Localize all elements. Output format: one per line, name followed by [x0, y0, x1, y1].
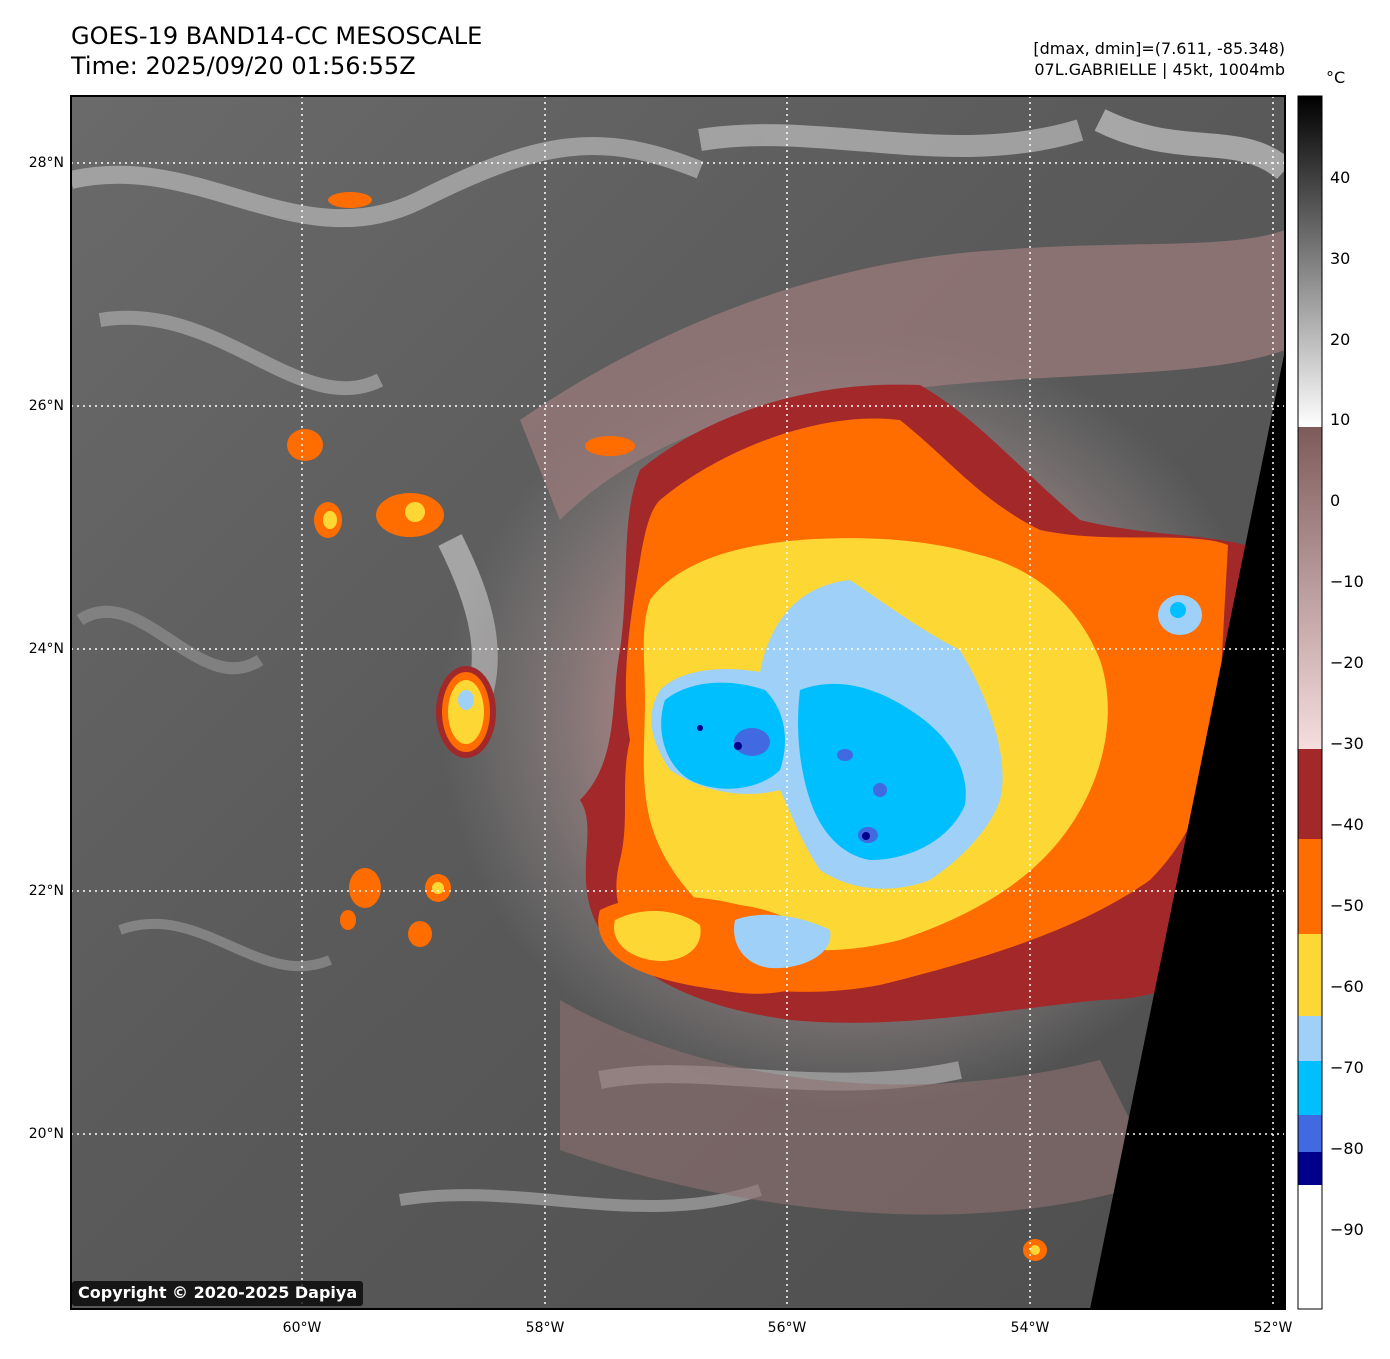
colorbar-tick: 0 [1330, 491, 1341, 510]
cloud-layer-minus80 [734, 728, 770, 756]
chart-time: Time: 2025/09/20 01:56:55Z [71, 52, 416, 80]
storm-info: 07L.GABRIELLE | 45kt, 1004mb [1034, 60, 1285, 79]
colorbar-tick: −90 [1330, 1220, 1364, 1239]
lat-label-26n: 26°N [28, 398, 64, 414]
colorbar-tick: −30 [1330, 734, 1364, 753]
colorbar-unit: °C [1326, 68, 1346, 87]
lat-label-20n: 20°N [28, 1126, 64, 1142]
lon-label-52w: 52°W [1253, 1320, 1293, 1336]
lon-label-56w: 56°W [767, 1320, 807, 1336]
colorbar-tick: −50 [1330, 896, 1364, 915]
cloud-layer-minus75 [661, 682, 966, 860]
western-convective-cells [287, 192, 1202, 1261]
copyright-badge: Copyright © 2020-2025 Dapiya [72, 1281, 364, 1306]
chart-title: GOES-19 BAND14-CC MESOSCALE [71, 22, 483, 50]
map-frame [70, 95, 1286, 1310]
colorbar-tick: −70 [1330, 1058, 1364, 1077]
colorbar-tick: 30 [1330, 249, 1351, 268]
lat-label-24n: 24°N [28, 641, 64, 657]
colorbar-tick: −60 [1330, 977, 1364, 996]
colorbar-tick: −20 [1330, 653, 1364, 672]
colorbar-tick: −80 [1330, 1139, 1364, 1158]
lat-label-28n: 28°N [28, 155, 64, 171]
colorbar-tick: 20 [1330, 330, 1351, 349]
colorbar-tick: 40 [1330, 168, 1351, 187]
lat-label-22n: 22°N [28, 883, 64, 899]
northern-band [520, 230, 1285, 520]
colorbar [1297, 95, 1323, 1310]
dmax-dmin-readout: [dmax, dmin]=(7.611, -85.348) [1033, 39, 1285, 58]
lon-label-60w: 60°W [282, 1320, 322, 1336]
graticule [71, 96, 1285, 1309]
colorbar-tick: 10 [1330, 410, 1351, 429]
no-data-region [1090, 350, 1285, 1309]
lon-label-54w: 54°W [1010, 1320, 1050, 1336]
colorbar-tick: −40 [1330, 815, 1364, 834]
lon-label-58w: 58°W [525, 1320, 565, 1336]
southern-band [560, 1000, 1160, 1215]
colorbar-tick: −10 [1330, 572, 1364, 591]
cloud-layer-minus85 [734, 742, 742, 750]
